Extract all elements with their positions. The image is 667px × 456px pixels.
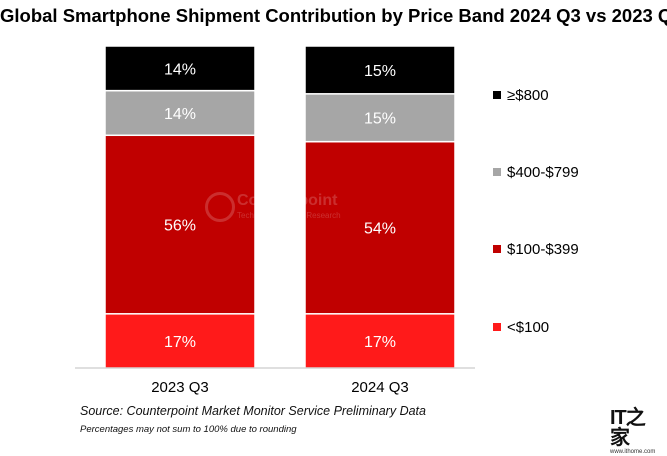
bar-segment (104, 134, 256, 315)
legend-swatch (493, 168, 501, 176)
x-tick-label: 2024 Q3 (351, 379, 409, 396)
legend-swatch (493, 323, 501, 331)
ithome-logo-mark: IT之家 (610, 407, 646, 449)
legend-label: ≥$800 (507, 87, 549, 104)
legend-label: $400-$799 (507, 164, 579, 181)
bar-segment (304, 313, 456, 369)
data-label: 15% (364, 63, 396, 80)
rounding-note: Percentages may not sum to 100% due to r… (80, 424, 297, 435)
legend-label: $100-$399 (507, 241, 579, 258)
watermark-logo: Counterpoint Technology Market Research (205, 190, 365, 230)
source-note: Source: Counterpoint Market Monitor Serv… (80, 404, 426, 418)
x-tick-label: 2023 Q3 (151, 379, 209, 396)
data-label: 14% (164, 61, 196, 78)
data-label: 14% (164, 106, 196, 123)
data-label: 56% (164, 218, 196, 235)
data-label: 17% (364, 334, 396, 351)
watermark-text: Counterpoint (237, 192, 338, 209)
ithome-logo: IT之家 www.ithome.com (610, 408, 660, 455)
legend-label: <$100 (507, 319, 549, 336)
bar-segment (304, 93, 456, 143)
bar-segment (304, 140, 456, 315)
data-label: 17% (164, 334, 196, 351)
legend-swatch (493, 245, 501, 253)
bar-segment (304, 45, 456, 95)
bar-segment (104, 45, 256, 92)
data-label: 15% (364, 111, 396, 128)
data-label: 54% (364, 221, 396, 238)
chart-title: Global Smartphone Shipment Contribution … (0, 5, 667, 26)
watermark-circle-icon (205, 192, 235, 222)
ithome-url: www.ithome.com (610, 449, 656, 455)
legend-swatch (493, 91, 501, 99)
watermark-subtext: Technology Market Research (237, 211, 341, 220)
bar-segment (104, 313, 256, 369)
